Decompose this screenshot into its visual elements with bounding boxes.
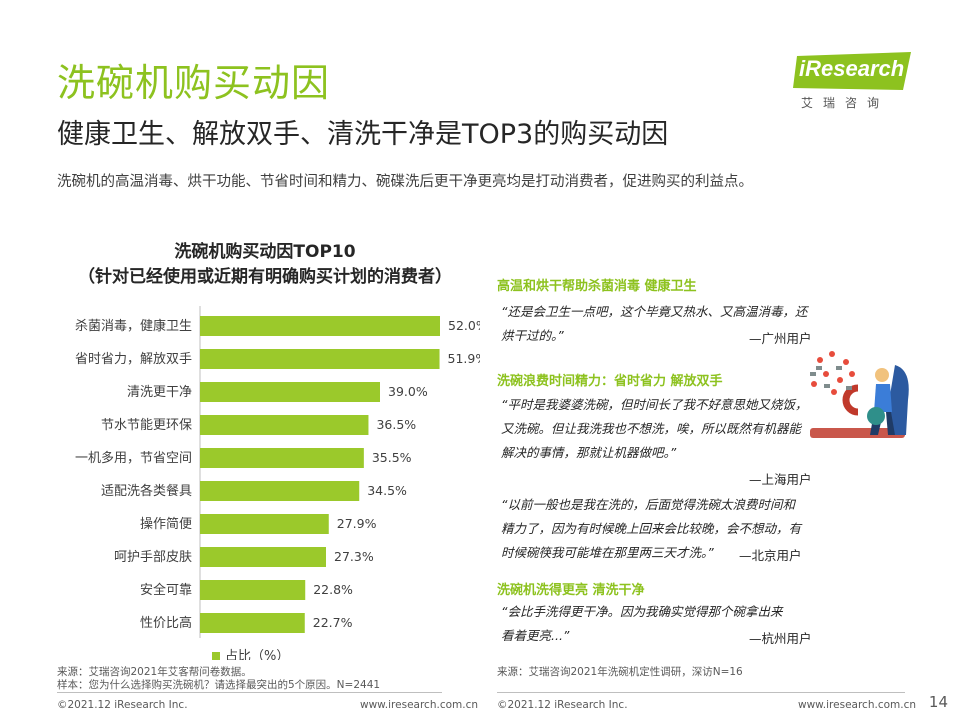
legend-swatch: [212, 652, 220, 660]
value-label: 39.0%: [388, 384, 428, 399]
bar: [200, 613, 305, 633]
intro-text: 洗碗机的高温消毒、烘干功能、节省时间和精力、碗碟洗后更干净更亮均是打动消费者，促…: [57, 174, 753, 190]
page-title: 洗碗机购买动因: [57, 61, 331, 105]
chart-source-note: 来源：艾瑞咨询2021年艾客帮问卷数据。: [57, 666, 252, 678]
quote2-line3: 解决的事情，那就让机器做吧。”: [501, 445, 677, 460]
category-label: 一机多用，节省空间: [75, 450, 192, 466]
quote2-line2: 又洗碗。但让我洗我也不想洗，唉，所以既然有机器能: [501, 421, 802, 436]
quotes-source-note: 来源：艾瑞咨询2021年洗碗机定性调研，深访N=16: [497, 666, 743, 678]
category-label: 省时省力，解放双手: [75, 352, 192, 367]
bar: [200, 547, 326, 567]
value-label: 22.8%: [313, 582, 353, 597]
bar-chart: 杀菌消毒，健康卫生 52.0% 省时省力，解放双手 51.9% 清洗更干净 39.0% 节水…: [75, 306, 480, 660]
value-label: 27.9%: [337, 516, 377, 531]
quote4-source: —杭州用户: [749, 631, 812, 646]
category-label: 节水节能更环保: [101, 418, 192, 433]
quote3-source: —北京用户: [739, 548, 802, 563]
page-subtitle: 健康卫生、解放双手、清洗干净是TOP3的购买动因: [57, 119, 669, 150]
value-label: 36.5%: [376, 417, 416, 432]
chart-title: 洗碗机购买动因TOP10 （针对已经使用或近期有明确购买计划的消费者）: [60, 240, 470, 290]
footer-url-left[interactable]: www.iresearch.com.cn: [360, 699, 479, 711]
value-label: 27.3%: [334, 549, 374, 564]
quote3-line2: 精力了，因为有时候晚上回来会比较晚，会不想动，有: [501, 521, 802, 536]
category-label: 适配洗各类餐具: [101, 483, 192, 499]
quote2-heading: 洗碗浪费时间精力：省时省力 解放双手: [497, 374, 723, 389]
bar: [200, 481, 360, 501]
logo-tagline: 艾瑞咨询: [801, 96, 890, 110]
footer-copyright-left: ©2021.12 iResearch Inc.: [57, 699, 188, 711]
footer-copyright-right: ©2021.12 iResearch Inc.: [497, 699, 628, 711]
quote1-line1: “还是会卫生一点吧，这个毕竟又热水、又高温消毒，还: [501, 304, 808, 319]
page-number: 14: [928, 693, 948, 711]
quote1-source: —广州用户: [749, 331, 812, 346]
bar: [200, 514, 329, 534]
bar: [200, 382, 380, 402]
category-label: 性价比高: [140, 615, 192, 631]
quote4-line1: “会比手洗得更干净。因为我确实觉得那个碗拿出来: [501, 604, 783, 619]
quote4-line2: 看着更亮...”: [501, 628, 570, 643]
value-label: 35.5%: [372, 450, 412, 465]
logo-wordmark: iResearch: [799, 56, 905, 81]
chart-title-sub: （针对已经使用或近期有明确购买计划的消费者）: [78, 267, 452, 287]
category-label: 呵护手部皮肤: [114, 550, 192, 565]
value-label: 52.0%: [448, 318, 480, 333]
bar: [200, 349, 440, 369]
quote1-line2: 烘干过的。”: [501, 328, 564, 343]
iresearch-logo: iResearch 艾瑞咨询: [793, 52, 913, 114]
category-label: 杀菌消毒，健康卫生: [75, 318, 192, 334]
footer-url-right[interactable]: www.iresearch.com.cn: [798, 699, 917, 711]
value-label: 34.5%: [367, 483, 407, 498]
consumer-illustration-icon: [810, 351, 909, 438]
chart-title-main: 洗碗机购买动因TOP10: [174, 242, 356, 262]
category-label: 操作简便: [140, 516, 192, 532]
quote3-line3: 时候碗筷我可能堆在那里两三天才洗。”: [501, 545, 714, 560]
bar: [200, 415, 369, 435]
quote3-line1: “以前一般也是我在洗的，后面觉得洗碗太浪费时间和: [501, 497, 795, 512]
category-label: 安全可靠: [140, 582, 192, 598]
chart-sample-note: 样本：您为什么选择购买洗碗机？请选择最突出的5个原因。N=2441: [57, 679, 381, 691]
quote4-heading: 洗碗机洗得更亮 清洗干净: [497, 583, 645, 598]
footer-divider-left: [57, 692, 442, 693]
legend-label: 占比（%）: [225, 649, 289, 660]
quote1-heading: 高温和烘干帮助杀菌消毒 健康卫生: [497, 279, 697, 294]
bar: [200, 580, 306, 600]
quote2-line1: “平时是我婆婆洗碗，但时间长了我不好意思她又烧饭，: [501, 397, 808, 412]
value-label: 51.9%: [448, 351, 480, 366]
quote2-source: —上海用户: [749, 472, 812, 487]
value-label: 22.7%: [313, 615, 353, 630]
logo-shape: [793, 52, 911, 90]
bar: [200, 316, 440, 336]
category-label: 清洗更干净: [127, 385, 192, 400]
footer-divider-right: [497, 692, 905, 693]
bar: [200, 448, 364, 468]
